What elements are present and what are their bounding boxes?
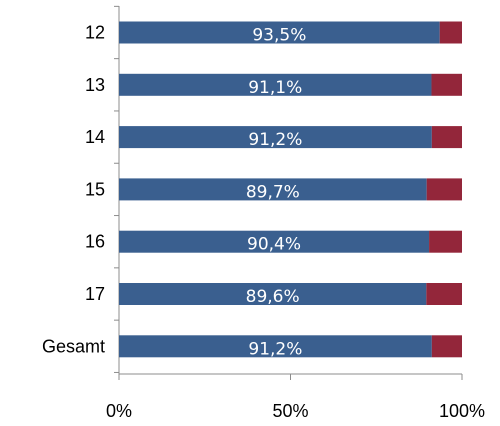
category-label: 17 [85,284,105,304]
data-label: 91,2% [248,339,302,359]
category-label: 12 [85,23,105,43]
bar-segment-series-1 [431,126,462,149]
bar-segment-series-0 [119,283,427,305]
x-tick-label: 100% [439,401,485,421]
bars [119,21,462,358]
bar-segment-series-1 [431,73,462,96]
bar-segment-series-1 [426,178,462,201]
data-label: 91,2% [248,130,302,150]
data-label: 90,4% [247,235,301,255]
labels: 0% 50% 100% 12 93,5% 13 91,1% 14 91,2% 15 89,7% 16 9… [42,23,485,422]
bar-segment-series-0 [119,21,440,44]
bar-segment-series-1 [439,21,462,44]
data-label: 91,1% [248,78,302,98]
bar-segment-series-1 [426,283,462,305]
data-label: 89,6% [246,287,300,307]
category-label: 14 [85,127,105,147]
x-tick-label: 0% [106,401,132,421]
data-label: 93,5% [252,26,306,46]
category-label: 13 [85,75,105,95]
bar-segment-series-0 [119,230,430,253]
bar-segment-series-1 [429,230,462,253]
category-label: 15 [85,179,105,199]
bar-segment-series-0 [119,126,432,149]
x-tick-label: 50% [272,401,308,421]
data-label: 89,7% [246,182,300,202]
bar-segment-series-0 [119,178,427,201]
category-label: Gesamt [42,336,105,356]
bar-segment-series-0 [119,73,432,96]
bar-segment-series-0 [119,335,432,358]
category-label: 16 [85,232,105,252]
bar-segment-series-1 [431,335,462,358]
